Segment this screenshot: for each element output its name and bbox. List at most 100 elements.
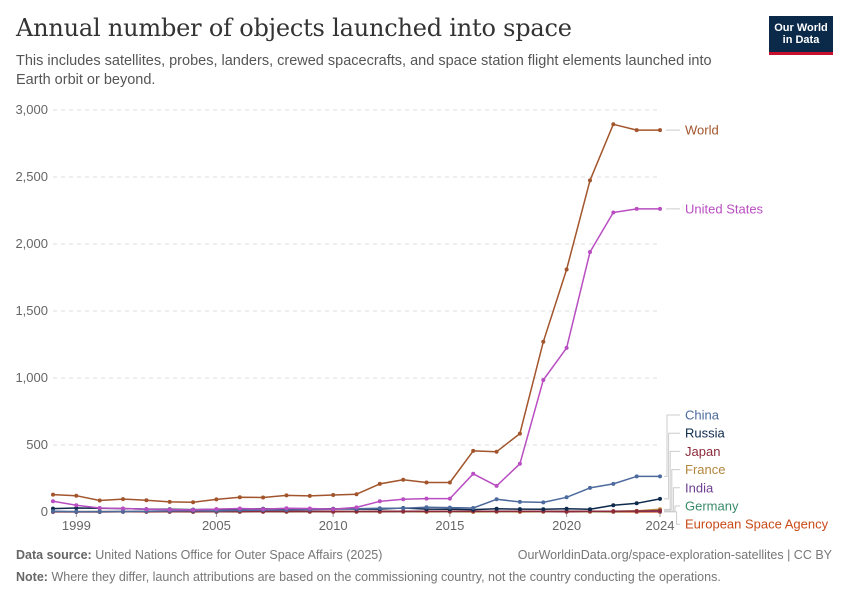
chart-subtitle: This includes satellites, probes, lander… (16, 53, 712, 88)
series-label-united-states[interactable]: United States (685, 201, 764, 216)
data-point[interactable] (307, 506, 312, 511)
data-point[interactable] (191, 507, 196, 512)
data-point[interactable] (634, 206, 639, 211)
data-point[interactable] (284, 493, 289, 498)
data-point[interactable] (447, 496, 452, 501)
data-point[interactable] (517, 507, 522, 512)
data-point[interactable] (611, 481, 616, 486)
data-point[interactable] (611, 509, 616, 514)
data-point[interactable] (447, 505, 452, 510)
data-point[interactable] (261, 507, 266, 512)
data-point[interactable] (471, 471, 476, 476)
data-point[interactable] (214, 507, 219, 512)
series-label-france[interactable]: France (685, 462, 725, 477)
data-point[interactable] (541, 378, 546, 382)
data-point[interactable] (237, 506, 242, 511)
series-label-germany[interactable]: Germany (685, 499, 739, 514)
data-point[interactable] (401, 506, 406, 511)
data-point[interactable] (237, 495, 242, 500)
data-point[interactable] (588, 507, 592, 512)
data-point[interactable] (564, 267, 569, 272)
data-point[interactable] (144, 498, 149, 503)
data-point[interactable] (564, 495, 569, 500)
data-point[interactable] (611, 122, 616, 127)
series-label-european-space-agency[interactable]: European Space Agency (685, 517, 829, 532)
data-point[interactable] (588, 250, 592, 254)
data-point[interactable] (634, 128, 639, 133)
data-point[interactable] (401, 497, 406, 502)
data-point[interactable] (377, 499, 382, 504)
data-point[interactable] (167, 499, 172, 504)
data-point[interactable] (401, 509, 406, 514)
series-label-japan[interactable]: Japan (685, 444, 720, 459)
data-point[interactable] (167, 507, 172, 512)
data-point[interactable] (424, 496, 429, 501)
data-point[interactable] (424, 505, 429, 510)
series-line-united-states[interactable] (52, 208, 660, 511)
data-point[interactable] (97, 509, 102, 514)
data-point[interactable] (517, 461, 522, 466)
data-point[interactable] (564, 345, 569, 350)
data-point[interactable] (97, 506, 102, 510)
data-point[interactable] (424, 480, 429, 485)
label-connector (664, 511, 680, 525)
data-point[interactable] (307, 493, 312, 498)
data-point[interactable] (121, 497, 125, 502)
series-label-india[interactable]: India (685, 480, 714, 495)
data-point[interactable] (331, 493, 336, 497)
data-point[interactable] (611, 503, 616, 508)
data-point[interactable] (121, 506, 125, 511)
data-point[interactable] (354, 505, 359, 510)
data-point[interactable] (284, 506, 289, 511)
data-point[interactable] (377, 481, 382, 486)
data-point[interactable] (658, 474, 662, 479)
data-point[interactable] (471, 506, 476, 510)
data-point[interactable] (634, 501, 639, 506)
data-point[interactable] (658, 508, 662, 513)
y-tick-label: 2,000 (15, 236, 48, 251)
data-point[interactable] (611, 210, 616, 215)
data-point[interactable] (634, 509, 639, 514)
data-source-text[interactable]: United Nations Office for Outer Space Af… (95, 548, 383, 562)
data-point[interactable] (658, 206, 662, 211)
data-point[interactable] (494, 506, 499, 511)
source-url[interactable]: OurWorldinData.org/space-exploration-sat… (517, 548, 832, 562)
data-point[interactable] (494, 449, 499, 454)
data-point[interactable] (354, 492, 359, 497)
data-point[interactable] (658, 128, 662, 133)
data-point[interactable] (588, 178, 592, 183)
series-line-world[interactable] (52, 123, 660, 503)
data-point[interactable] (658, 496, 662, 501)
data-point[interactable] (447, 480, 452, 485)
data-point[interactable] (541, 507, 546, 512)
data-point[interactable] (401, 477, 406, 482)
data-point[interactable] (377, 506, 382, 511)
data-point[interactable] (541, 339, 546, 344)
data-point[interactable] (121, 509, 125, 514)
data-point[interactable] (51, 492, 55, 497)
data-point[interactable] (144, 507, 149, 512)
data-point[interactable] (517, 431, 522, 436)
data-point[interactable] (51, 509, 55, 514)
data-point[interactable] (261, 495, 266, 500)
data-point[interactable] (51, 499, 55, 504)
series-label-world[interactable]: World (685, 123, 719, 138)
data-point[interactable] (74, 503, 79, 508)
data-point[interactable] (541, 500, 546, 505)
series-label-russia[interactable]: Russia (685, 426, 726, 441)
data-point[interactable] (191, 500, 196, 505)
data-point[interactable] (588, 485, 592, 490)
data-point[interactable] (74, 493, 79, 498)
data-point[interactable] (97, 498, 102, 503)
series-label-china[interactable]: China (685, 408, 720, 423)
data-point[interactable] (517, 499, 522, 504)
data-point[interactable] (634, 474, 639, 479)
owid-logo[interactable]: Our World in Data (769, 16, 833, 55)
data-point[interactable] (494, 483, 499, 488)
data-point[interactable] (494, 497, 499, 502)
data-point[interactable] (214, 497, 219, 502)
data-point[interactable] (74, 509, 79, 514)
data-point[interactable] (471, 448, 476, 453)
data-point[interactable] (331, 507, 336, 512)
data-point[interactable] (564, 506, 569, 511)
